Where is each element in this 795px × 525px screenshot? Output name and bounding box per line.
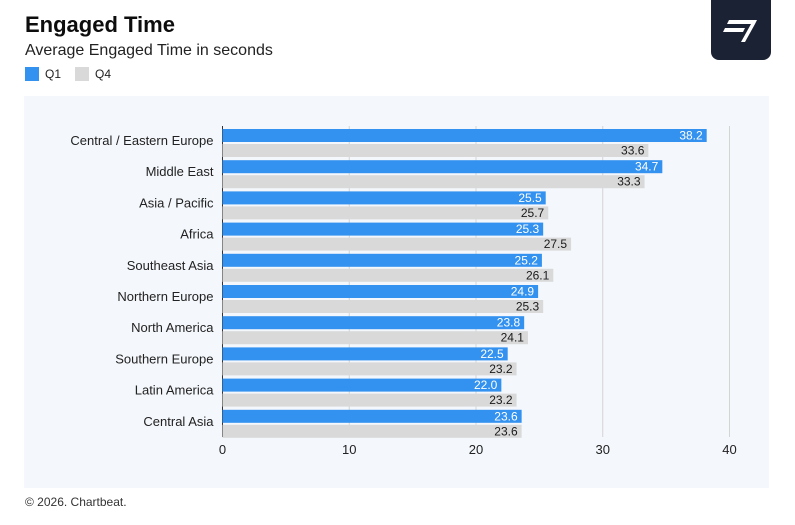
data-label-q1: 25.3	[516, 222, 540, 236]
category-label: Latin America	[135, 383, 215, 398]
bar-q4	[222, 393, 517, 407]
category-label: North America	[131, 320, 214, 335]
bar-q4	[222, 362, 517, 376]
data-label-q4: 25.7	[521, 206, 545, 220]
chartbeat-logo-icon	[711, 0, 771, 60]
data-label-q4: 33.3	[617, 175, 641, 189]
data-label-q4: 33.6	[621, 144, 645, 158]
legend-label-q1: Q1	[45, 67, 62, 81]
data-label-q1: 25.2	[515, 253, 539, 267]
x-tick-label: 10	[342, 442, 356, 457]
category-label: Africa	[180, 227, 214, 242]
category-label: Asia / Pacific	[139, 195, 214, 210]
bar-q4	[222, 331, 528, 345]
bar-q4	[222, 237, 572, 251]
bar-q4	[222, 300, 544, 313]
bar-q1	[222, 129, 707, 142]
bar-q1	[222, 160, 663, 174]
chart-panel: 0 10 20 30 40 Central / Eastern Europe 38.2 33.…	[24, 96, 769, 488]
category-label: Southeast Asia	[127, 258, 214, 273]
x-tick-label: 20	[469, 442, 483, 457]
bar-chart: 0 10 20 30 40 Central / Eastern Europe 38.2 33.…	[70, 126, 737, 457]
legend-item-q1: Q1	[25, 67, 61, 81]
bar-q1	[222, 347, 508, 361]
data-label-q1: 25.5	[518, 191, 542, 205]
bar-q1	[222, 285, 539, 298]
bar-q4	[222, 175, 645, 189]
data-label-q4: 23.2	[489, 393, 513, 407]
data-label-q1: 23.8	[497, 316, 521, 330]
legend-label-q4: Q4	[95, 67, 112, 81]
x-tick-label: 40	[722, 442, 736, 457]
data-label-q1: 38.2	[679, 129, 703, 143]
bar-q1	[222, 409, 522, 423]
data-label-q1: 22.5	[480, 347, 504, 361]
bar-q4	[222, 144, 649, 157]
category-label: Northern Europe	[117, 289, 213, 304]
data-label-q4: 24.1	[501, 331, 525, 345]
bar-q1	[222, 253, 542, 267]
chart-subtitle: Average Engaged Time in seconds	[25, 42, 273, 59]
bar-q4	[222, 424, 522, 438]
data-label-q1: 24.9	[511, 285, 535, 299]
category-label: Central Asia	[143, 414, 214, 429]
legend-swatch-q4	[75, 67, 90, 81]
data-label-q1: 22.0	[474, 378, 498, 392]
data-label-q4: 27.5	[544, 237, 568, 251]
legend-swatch-q1	[25, 67, 39, 81]
footer-copyright: © 2026. Chartbeat.	[25, 495, 127, 509]
bar-q1	[222, 378, 502, 392]
data-label-q1: 34.7	[635, 160, 659, 174]
bar-q1	[222, 316, 525, 330]
data-label-q4: 23.2	[489, 362, 513, 376]
bar-q4	[222, 206, 549, 220]
legend-item-q4: Q4	[75, 67, 111, 81]
x-tick-label: 0	[219, 442, 226, 457]
data-label-q4: 26.1	[526, 268, 550, 282]
x-tick-label: 30	[596, 442, 610, 457]
bar-q1	[222, 222, 544, 236]
data-label-q4: 25.3	[516, 300, 540, 314]
data-label-q4: 23.6	[494, 424, 518, 438]
category-label: Middle East	[146, 164, 214, 179]
bar-q1	[222, 191, 546, 205]
category-label: Central / Eastern Europe	[70, 133, 213, 148]
chart-title: Engaged Time	[25, 12, 175, 37]
data-label-q1: 23.6	[494, 409, 518, 423]
legend: Q1 Q4	[25, 67, 125, 81]
bar-q4	[222, 268, 554, 282]
category-label: Southern Europe	[115, 351, 213, 366]
